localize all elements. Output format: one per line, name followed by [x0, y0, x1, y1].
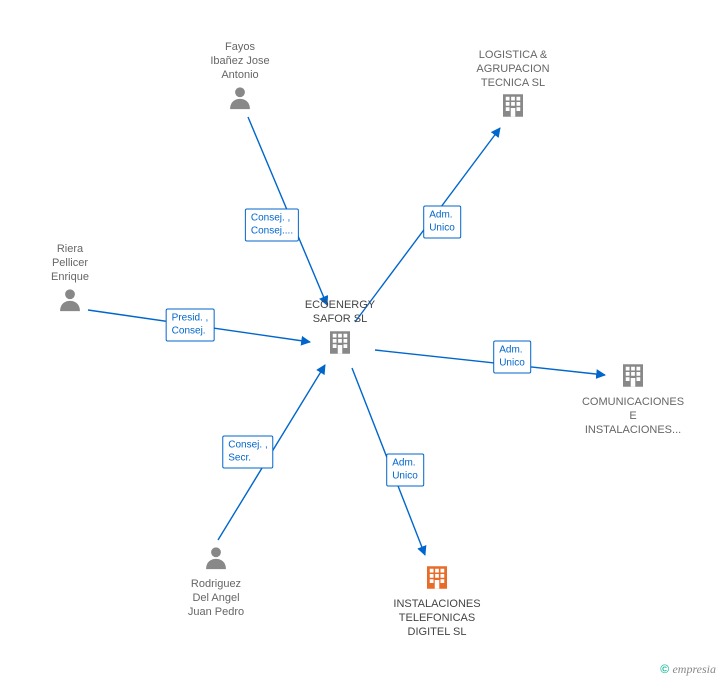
edge-label: Adm. Unico	[386, 454, 424, 487]
person-icon[interactable]	[202, 544, 230, 577]
building-icon[interactable]	[325, 328, 355, 363]
copyright-symbol: ©	[660, 662, 669, 676]
brand-name: empresia	[672, 662, 716, 676]
node-label: Fayos Ibañez Jose Antonio	[185, 41, 295, 82]
edge-label: Adm. Unico	[423, 206, 461, 239]
node-label: ECOENERGY SAFOR SL	[285, 299, 395, 327]
edge-label: Consej. , Secr.	[222, 436, 273, 469]
person-icon[interactable]	[226, 84, 254, 117]
edge-label: Adm. Unico	[493, 341, 531, 374]
edge-label: Consej. , Consej....	[245, 209, 299, 242]
node-label: Rodriguez Del Angel Juan Pedro	[161, 578, 271, 619]
edge-line	[375, 350, 605, 375]
edge-label: Presid. , Consej.	[166, 309, 215, 342]
building-icon[interactable]	[498, 91, 528, 126]
node-label: COMUNICACIONES E INSTALACIONES...	[578, 396, 688, 437]
person-icon[interactable]	[56, 286, 84, 319]
node-label: LOGISTICA & AGRUPACION TECNICA SL	[458, 49, 568, 90]
node-label: INSTALACIONES TELEFONICAS DIGITEL SL	[382, 598, 492, 639]
building-icon[interactable]	[618, 361, 648, 396]
footer-credit: © empresia	[660, 662, 716, 677]
building-icon[interactable]	[422, 563, 452, 598]
node-label: Riera Pellicer Enrique	[15, 243, 125, 284]
edges-canvas	[0, 0, 728, 685]
